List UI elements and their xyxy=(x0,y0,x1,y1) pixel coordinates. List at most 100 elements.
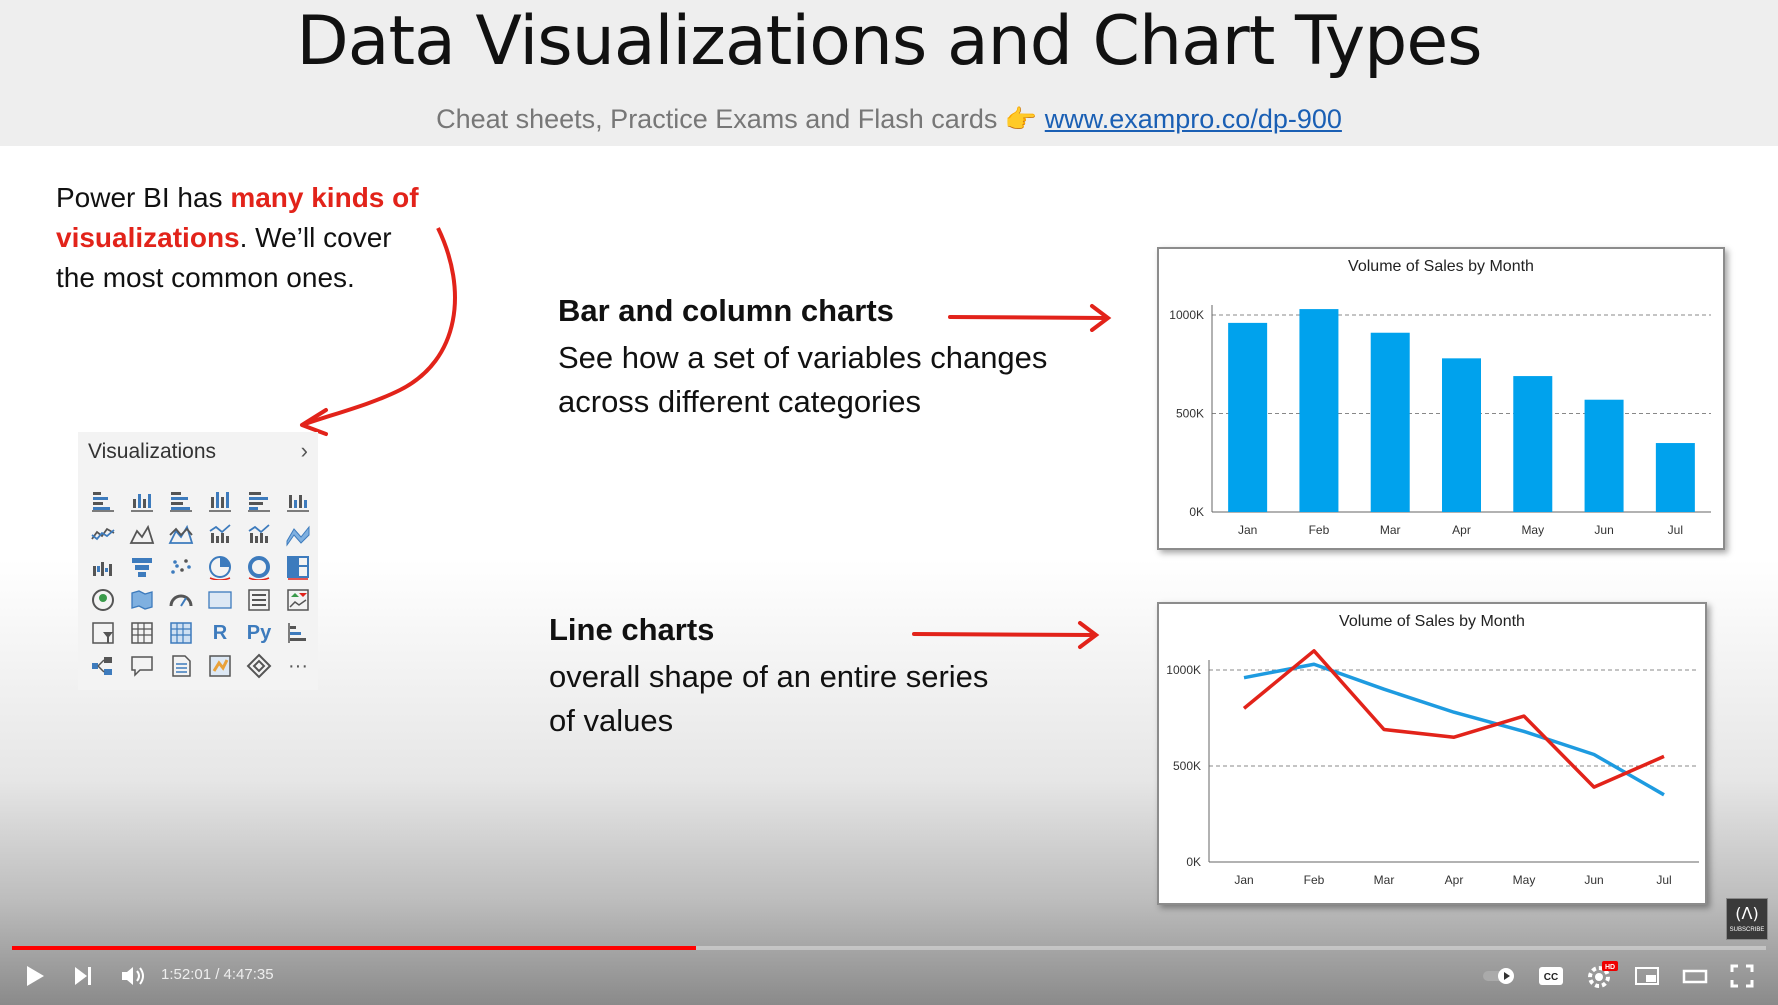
clustered-column-chart-icon[interactable] xyxy=(207,488,233,514)
svg-text:CC: CC xyxy=(1544,972,1558,983)
bar xyxy=(1584,399,1624,512)
time-display: 1:52:01 / 4:47:35 xyxy=(161,966,274,983)
settings-gear-icon[interactable]: HD xyxy=(1586,960,1620,990)
clustered-bar-chart-icon[interactable] xyxy=(168,488,194,514)
line-chart-icon[interactable] xyxy=(90,521,116,547)
key-influencers-icon[interactable] xyxy=(285,620,311,646)
line-chart-ytick-label: 0K xyxy=(1186,855,1201,869)
stacked-area-chart-icon[interactable] xyxy=(168,521,194,547)
line-chart-ytick-label: 500K xyxy=(1173,759,1201,773)
area-chart-icon[interactable] xyxy=(129,521,155,547)
play-icon[interactable] xyxy=(24,964,46,988)
power-apps-icon[interactable] xyxy=(246,653,272,679)
slide-title: Data Visualizations and Chart Types xyxy=(296,2,1482,81)
progress-fill xyxy=(12,946,697,950)
arrow-right-icon xyxy=(948,304,1112,332)
curved-arrow-icon xyxy=(300,227,457,436)
smart-narrative-icon[interactable] xyxy=(168,653,194,679)
100-stacked-bar-chart-icon[interactable] xyxy=(246,488,272,514)
line-chart-ytick-label: 1000K xyxy=(1166,663,1201,677)
line-chart-xtick-label: Jan xyxy=(1234,873,1253,887)
paginated-report-icon[interactable] xyxy=(207,653,233,679)
bar-chart-svg: Volume of Sales by Month 0K 500K 1000K Jan Fe… xyxy=(1169,258,1711,537)
autoplay-toggle-icon[interactable] xyxy=(1482,966,1518,986)
qa-icon[interactable] xyxy=(129,653,155,679)
bar-desc-line2: across different categories xyxy=(558,384,922,419)
volume-icon[interactable] xyxy=(120,964,146,988)
scatter-chart-icon[interactable] xyxy=(168,554,194,580)
intro-part3: the most common ones. xyxy=(56,262,355,293)
python-visual-icon[interactable]: Py xyxy=(246,620,272,646)
slicer-icon[interactable] xyxy=(90,620,116,646)
matrix-icon[interactable] xyxy=(168,620,194,646)
subtitle-text: Cheat sheets, Practice Exams and Flash c… xyxy=(436,104,998,134)
bar-chart-xtick-label: May xyxy=(1521,523,1544,537)
intro-text: Power BI has many kinds of visualizations… xyxy=(56,178,476,298)
hd-badge: HD xyxy=(1605,964,1615,971)
ribbon-chart-icon[interactable] xyxy=(285,521,311,547)
decomposition-tree-icon[interactable] xyxy=(90,653,116,679)
card-icon[interactable] xyxy=(207,587,233,613)
line-chart-xtick-label: May xyxy=(1513,873,1536,887)
slide-subtitle: Cheat sheets, Practice Exams and Flash c… xyxy=(0,104,1778,135)
chevron-right-icon[interactable]: › xyxy=(300,438,308,463)
svg-text:(ᐱ): (ᐱ) xyxy=(1735,904,1758,923)
donut-chart-icon[interactable] xyxy=(246,554,272,580)
line-desc-line2: of values xyxy=(549,703,674,738)
next-icon[interactable] xyxy=(72,965,94,987)
map-icon[interactable] xyxy=(90,587,116,613)
gauge-icon[interactable] xyxy=(168,587,194,613)
pointing-hand-icon: 👉 xyxy=(1004,104,1038,134)
captions-icon[interactable]: CC xyxy=(1538,965,1564,987)
line-clustered-column-icon[interactable] xyxy=(246,521,272,547)
100-stacked-column-chart-icon[interactable] xyxy=(285,488,311,514)
line-chart-svg: Volume of Sales by Month 0K 500K 1000K Jan Fe… xyxy=(1166,613,1699,887)
theater-mode-icon[interactable] xyxy=(1682,966,1708,986)
slide-header: Data Visualizations and Chart Types Chea… xyxy=(0,0,1778,146)
table-icon[interactable] xyxy=(129,620,155,646)
multi-row-card-icon[interactable] xyxy=(246,587,272,613)
visualizations-pane-title: Visualizations xyxy=(88,440,217,463)
subscribe-watermark[interactable]: (ᐱ) SUBSCRIBE xyxy=(1726,898,1768,940)
intro-highlight2: visualizations xyxy=(56,222,240,253)
more-visuals-icon[interactable]: ··· xyxy=(285,653,311,679)
bar-chart-xtick-label: Jan xyxy=(1238,523,1257,537)
line-chart-xtick-label: Apr xyxy=(1445,873,1464,887)
line-chart: Volume of Sales by Month 0K 500K 1000K Jan Fe… xyxy=(1157,602,1707,905)
line-chart-xtick-label: Mar xyxy=(1374,873,1395,887)
bar xyxy=(1299,309,1339,512)
progress-bar[interactable] xyxy=(12,946,1766,950)
bar-chart-ytick-label: 0K xyxy=(1189,505,1204,519)
waterfall-chart-icon[interactable] xyxy=(90,554,116,580)
line-series-2 xyxy=(1242,649,1665,789)
bar xyxy=(1442,358,1481,512)
fullscreen-icon[interactable] xyxy=(1730,964,1754,988)
filled-map-icon[interactable] xyxy=(129,587,155,613)
bar xyxy=(1228,322,1268,512)
treemap-icon[interactable] xyxy=(285,554,311,580)
bar-section-desc: See how a set of variables changes acros… xyxy=(558,336,1047,424)
arrow-right-icon-2 xyxy=(912,621,1100,649)
bar xyxy=(1655,443,1695,512)
bar-chart-xtick-label: Mar xyxy=(1380,523,1401,537)
r-visual-icon[interactable]: R xyxy=(207,620,233,646)
bar-chart-title: Volume of Sales by Month xyxy=(1348,258,1534,275)
line-section-desc: overall shape of an entire series of val… xyxy=(549,655,988,743)
bar-chart-ytick-label: 500K xyxy=(1176,407,1204,421)
kpi-icon[interactable] xyxy=(285,587,311,613)
line-stacked-column-icon[interactable] xyxy=(207,521,233,547)
funnel-chart-icon[interactable] xyxy=(129,554,155,580)
pie-chart-icon[interactable] xyxy=(207,554,233,580)
subscribe-label: SUBSCRIBE xyxy=(1729,927,1765,933)
stacked-column-chart-icon[interactable] xyxy=(129,488,155,514)
bar-desc-line1: See how a set of variables changes xyxy=(558,340,1048,375)
bar xyxy=(1513,376,1553,512)
miniplayer-icon[interactable] xyxy=(1634,965,1660,987)
line-chart-title: Volume of Sales by Month xyxy=(1339,613,1525,630)
stacked-bar-chart-icon[interactable] xyxy=(90,488,116,514)
exampro-link[interactable]: www.exampro.co/dp-900 xyxy=(1044,104,1342,134)
intro-highlight1: many kinds of xyxy=(230,182,419,213)
line-desc-line1: overall shape of an entire series xyxy=(549,659,989,694)
line-chart-xtick-label: Feb xyxy=(1304,873,1325,887)
